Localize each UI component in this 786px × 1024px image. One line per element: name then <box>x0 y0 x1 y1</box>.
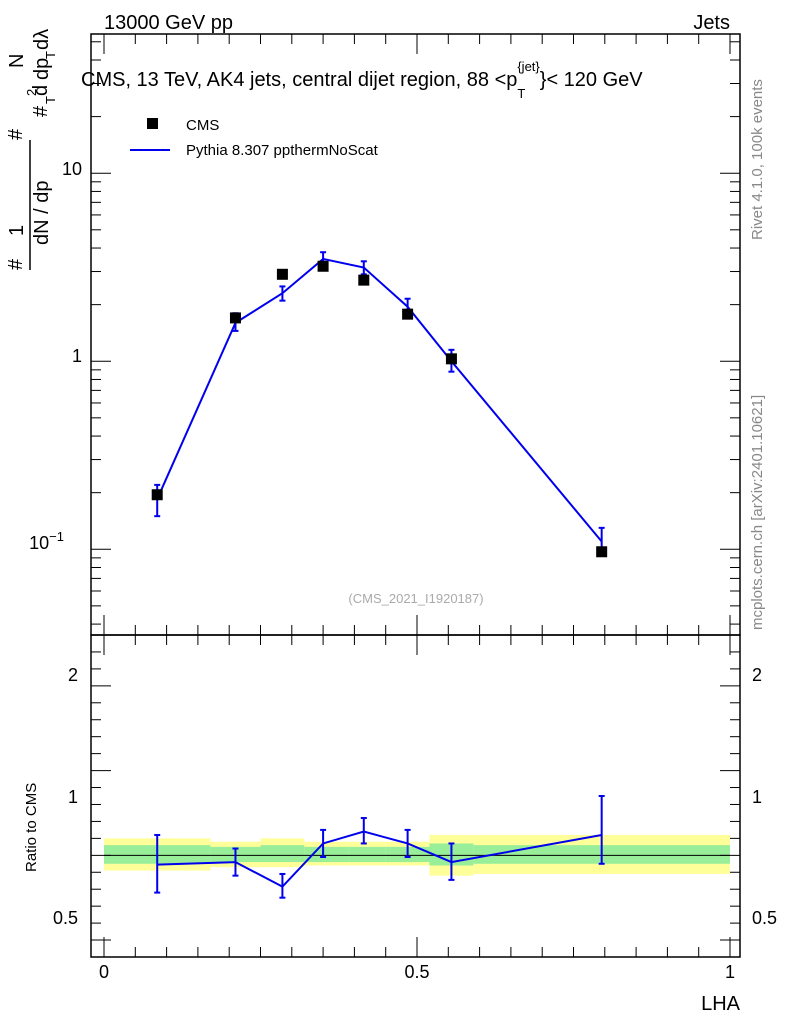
cms-point-0 <box>151 489 163 501</box>
ratio-ytick-labels-right: 2 1 0.5 <box>752 665 777 928</box>
legend-mc-label: Pythia 8.307 ppthermNoScat <box>186 142 379 159</box>
cms-point-2 <box>276 268 288 280</box>
ratio-ytick-05-right: 0.5 <box>752 908 777 928</box>
xtick-label-0: 0 <box>99 962 109 982</box>
ylabel-hash-3: # <box>30 105 52 117</box>
legend-data-label: CMS <box>186 117 219 134</box>
main-ylabel: 1 dN / dp T # # # d 2 N dp T dλ <box>5 29 58 270</box>
rivet-label: Rivet 4.1.0, 100k events <box>749 79 766 240</box>
ratio-band-inner-2 <box>260 845 305 863</box>
ylabel-dp: dp <box>31 58 53 80</box>
ratio-ytick-labels-left: 2 1 0.5 <box>53 665 78 928</box>
ratio-ytick-2-right: 2 <box>752 665 762 685</box>
main-marks <box>151 251 608 558</box>
ratio-band-inner-3 <box>304 846 349 863</box>
ylabel-N: N <box>6 54 28 68</box>
cms-point-1 <box>229 312 241 324</box>
ratio-ticks <box>91 634 740 958</box>
ylabel-one: 1 <box>6 225 28 236</box>
ylabel-hash-1: # <box>5 258 27 270</box>
main-ytick-labels: 10 1 10−1 <box>29 159 82 553</box>
ylabel-dn-dp: dN / dp <box>31 181 53 245</box>
ylabel-two: 2 <box>24 89 39 96</box>
ylabel-dlambda: dλ <box>31 29 53 50</box>
cms-point-5 <box>402 308 414 320</box>
ratio-band-inner-4 <box>348 846 386 863</box>
legend-data-marker <box>147 118 158 129</box>
mcplots-label: mcplots.cern.ch [arXiv:2401.10621] <box>749 395 766 630</box>
mc-line <box>156 257 603 543</box>
xtick-label-05: 0.5 <box>404 962 429 982</box>
ratio-marks <box>154 795 605 899</box>
ratio-ylabel: Ratio to CMS <box>23 783 40 872</box>
main-ticks <box>91 34 740 635</box>
cms-point-4 <box>358 274 370 286</box>
ratio-frame <box>90 634 741 958</box>
ratio-ytick-2: 2 <box>68 665 78 685</box>
ytick-label-01: 10−1 <box>29 529 64 553</box>
xtick-label-1: 1 <box>725 962 735 982</box>
plot-title: CMS, 13 TeV, AK4 jets, central dijet reg… <box>81 59 643 101</box>
ratio-ytick-1-right: 1 <box>752 787 762 807</box>
ylabel-dp-sub: T <box>43 51 58 59</box>
x-axis-label: LHA <box>701 993 741 1015</box>
cms-point-3 <box>317 260 329 272</box>
ylabel-dn-dp-sub: T <box>43 96 58 104</box>
ytick-label-1: 1 <box>72 346 82 366</box>
legend: CMS Pythia 8.307 ppthermNoScat <box>130 117 379 159</box>
beam-label: 13000 GeV pp <box>104 12 233 34</box>
ratio-bands <box>104 834 730 876</box>
cms-point-6 <box>445 353 457 365</box>
xtick-labels: 0 0.5 1 <box>99 962 735 982</box>
analysis-id: (CMS_2021_I1920187) <box>348 591 483 606</box>
cms-point-7 <box>596 546 608 558</box>
ratio-ytick-05: 0.5 <box>53 908 78 928</box>
ylabel-hash-2: # <box>5 128 27 140</box>
process-label: Jets <box>693 12 730 34</box>
ylabel-d: d <box>30 85 52 96</box>
ratio-line <box>157 830 602 888</box>
ytick-label-10: 10 <box>62 159 82 179</box>
ratio-ytick-1: 1 <box>68 787 78 807</box>
